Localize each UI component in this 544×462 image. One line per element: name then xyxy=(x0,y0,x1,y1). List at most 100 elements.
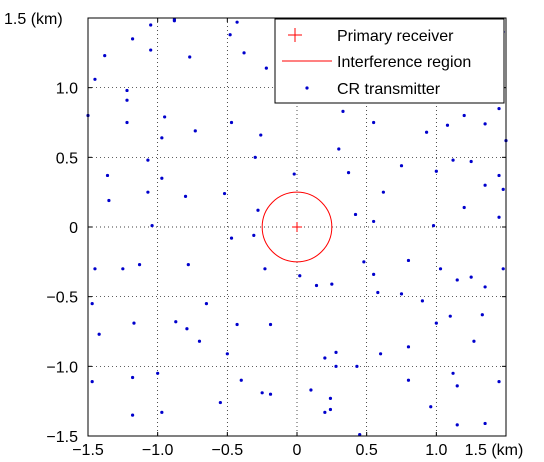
x-tick-label: 0 xyxy=(293,442,302,459)
legend-marker-primary-receiver-icon xyxy=(288,28,302,42)
cr-transmitter-point xyxy=(483,421,487,426)
cr-transmitter-point xyxy=(469,275,473,279)
cr-transmitter-point xyxy=(229,236,234,240)
cr-transmitter-point xyxy=(424,130,429,134)
cr-transmitter-point xyxy=(160,410,164,414)
cr-transmitter-point xyxy=(501,187,505,191)
cr-transmitter-point xyxy=(107,198,111,203)
cr-transmitter-point xyxy=(420,299,424,303)
cr-transmitter-point xyxy=(188,55,192,59)
cr-transmitter-point xyxy=(125,98,129,102)
x-tick-label: 0.5 xyxy=(356,442,378,459)
cr-transmitter-point xyxy=(328,396,333,400)
cr-transmitter-point xyxy=(103,54,107,58)
cr-transmitter-point xyxy=(186,263,190,267)
x-tick-label: −1.5 xyxy=(72,442,104,459)
cr-transmitter-point xyxy=(97,332,101,336)
cr-transmitter-point xyxy=(90,302,94,306)
cr-transmitter-point xyxy=(90,380,94,384)
cr-transmitter-point xyxy=(130,37,135,41)
cr-transmitter-point xyxy=(292,172,296,176)
y-tick-label: −1.0 xyxy=(46,359,78,376)
cr-transmitter-point xyxy=(121,267,125,271)
cr-transmitter-point xyxy=(399,292,404,296)
cr-transmitter-point xyxy=(497,173,501,178)
cr-transmitter-point xyxy=(480,313,484,317)
cr-transmitter-point xyxy=(438,267,443,271)
cr-transmitter-point xyxy=(455,423,459,427)
cr-transmitter-point xyxy=(381,190,385,194)
cr-transmitter-point xyxy=(372,120,376,125)
cr-transmitter-point xyxy=(235,20,239,24)
cr-transmitter-point xyxy=(228,33,232,37)
cr-transmitter-point xyxy=(406,345,411,349)
cr-transmitter-point xyxy=(197,339,202,343)
cr-transmitter-point xyxy=(264,66,268,70)
cr-transmitter-point xyxy=(323,356,327,360)
legend-label-cr-transmitter: CR transmitter xyxy=(337,81,441,98)
cr-transmitter-point xyxy=(431,224,436,228)
y-tick-label: 0 xyxy=(69,220,78,237)
cr-transmitter-point xyxy=(253,155,257,159)
cr-transmitter-point xyxy=(222,191,227,196)
cr-transmitter-point xyxy=(337,147,341,151)
cr-transmitter-point xyxy=(472,339,476,343)
cr-transmitter-point xyxy=(334,364,338,368)
cr-transmitter-point xyxy=(334,350,338,354)
cr-transmitter-point xyxy=(462,205,466,210)
cr-transmitter-point xyxy=(193,129,197,133)
cr-transmitter-point xyxy=(483,122,487,126)
cr-transmitter-point xyxy=(172,19,176,23)
cr-transmitter-point xyxy=(242,51,246,55)
x-tick-label: −0.5 xyxy=(212,442,244,459)
cr-transmitter-point xyxy=(445,123,450,127)
y-tick-label: 1.5 (km) xyxy=(4,11,63,28)
cr-transmitter-point xyxy=(455,278,459,282)
cr-transmitter-point xyxy=(225,352,229,356)
cr-transmitter-point xyxy=(137,263,142,267)
x-tick-label: 1.0 xyxy=(425,442,447,459)
y-tick-label: −0.5 xyxy=(46,290,78,307)
cr-transmitter-point xyxy=(204,302,209,306)
cr-transmitter-point xyxy=(183,194,188,198)
cr-transmitter-point xyxy=(160,136,164,140)
cr-transmitter-point xyxy=(160,176,164,180)
cr-transmitter-point xyxy=(125,88,129,93)
cr-transmitter-point xyxy=(146,158,150,162)
y-tick-label: 0.5 xyxy=(56,150,78,167)
cr-transmitter-point xyxy=(298,274,302,278)
cr-transmitter-point xyxy=(252,233,256,237)
cr-transmitter-point xyxy=(497,106,501,111)
primary-receiver-marker xyxy=(292,222,302,232)
cr-transmitter-point xyxy=(174,320,178,324)
cr-transmitter-point xyxy=(501,267,505,271)
cr-transmitter-point xyxy=(156,371,160,375)
cr-transmitter-point xyxy=(355,364,359,368)
cr-transmitter-point xyxy=(163,115,167,119)
cr-transmitter-point xyxy=(353,212,358,217)
cr-transmitter-point xyxy=(358,433,362,437)
cr-transmitter-point xyxy=(483,285,487,289)
cr-transmitter-point xyxy=(462,113,466,118)
x-tick-label: −1.0 xyxy=(142,442,174,459)
cr-transmitter-point xyxy=(185,327,189,331)
cr-transmitter-point xyxy=(239,378,243,382)
cr-transmitter-point xyxy=(259,133,263,137)
cr-transmitter-point xyxy=(132,321,136,325)
legend-label-interference-region: Interference region xyxy=(337,54,471,71)
cr-transmitter-point xyxy=(483,183,487,187)
cr-transmitter-point xyxy=(130,413,135,417)
y-tick-label: 1.0 xyxy=(56,81,78,98)
cr-transmitter-point xyxy=(406,378,411,382)
cr-transmitter-point xyxy=(328,407,333,412)
cr-transmitter-point xyxy=(149,48,153,52)
cr-transmitter-point xyxy=(130,375,135,380)
cr-transmitter-point xyxy=(451,158,455,162)
cr-transmitter-point xyxy=(323,410,327,414)
cr-transmitter-point xyxy=(93,267,97,271)
cr-transmitter-point xyxy=(93,77,97,81)
legend: Primary receiver Interference region CR … xyxy=(274,18,505,104)
cr-transmitter-point xyxy=(497,380,501,384)
cr-transmitter-point xyxy=(455,384,459,388)
cr-transmitter-point xyxy=(341,109,345,113)
